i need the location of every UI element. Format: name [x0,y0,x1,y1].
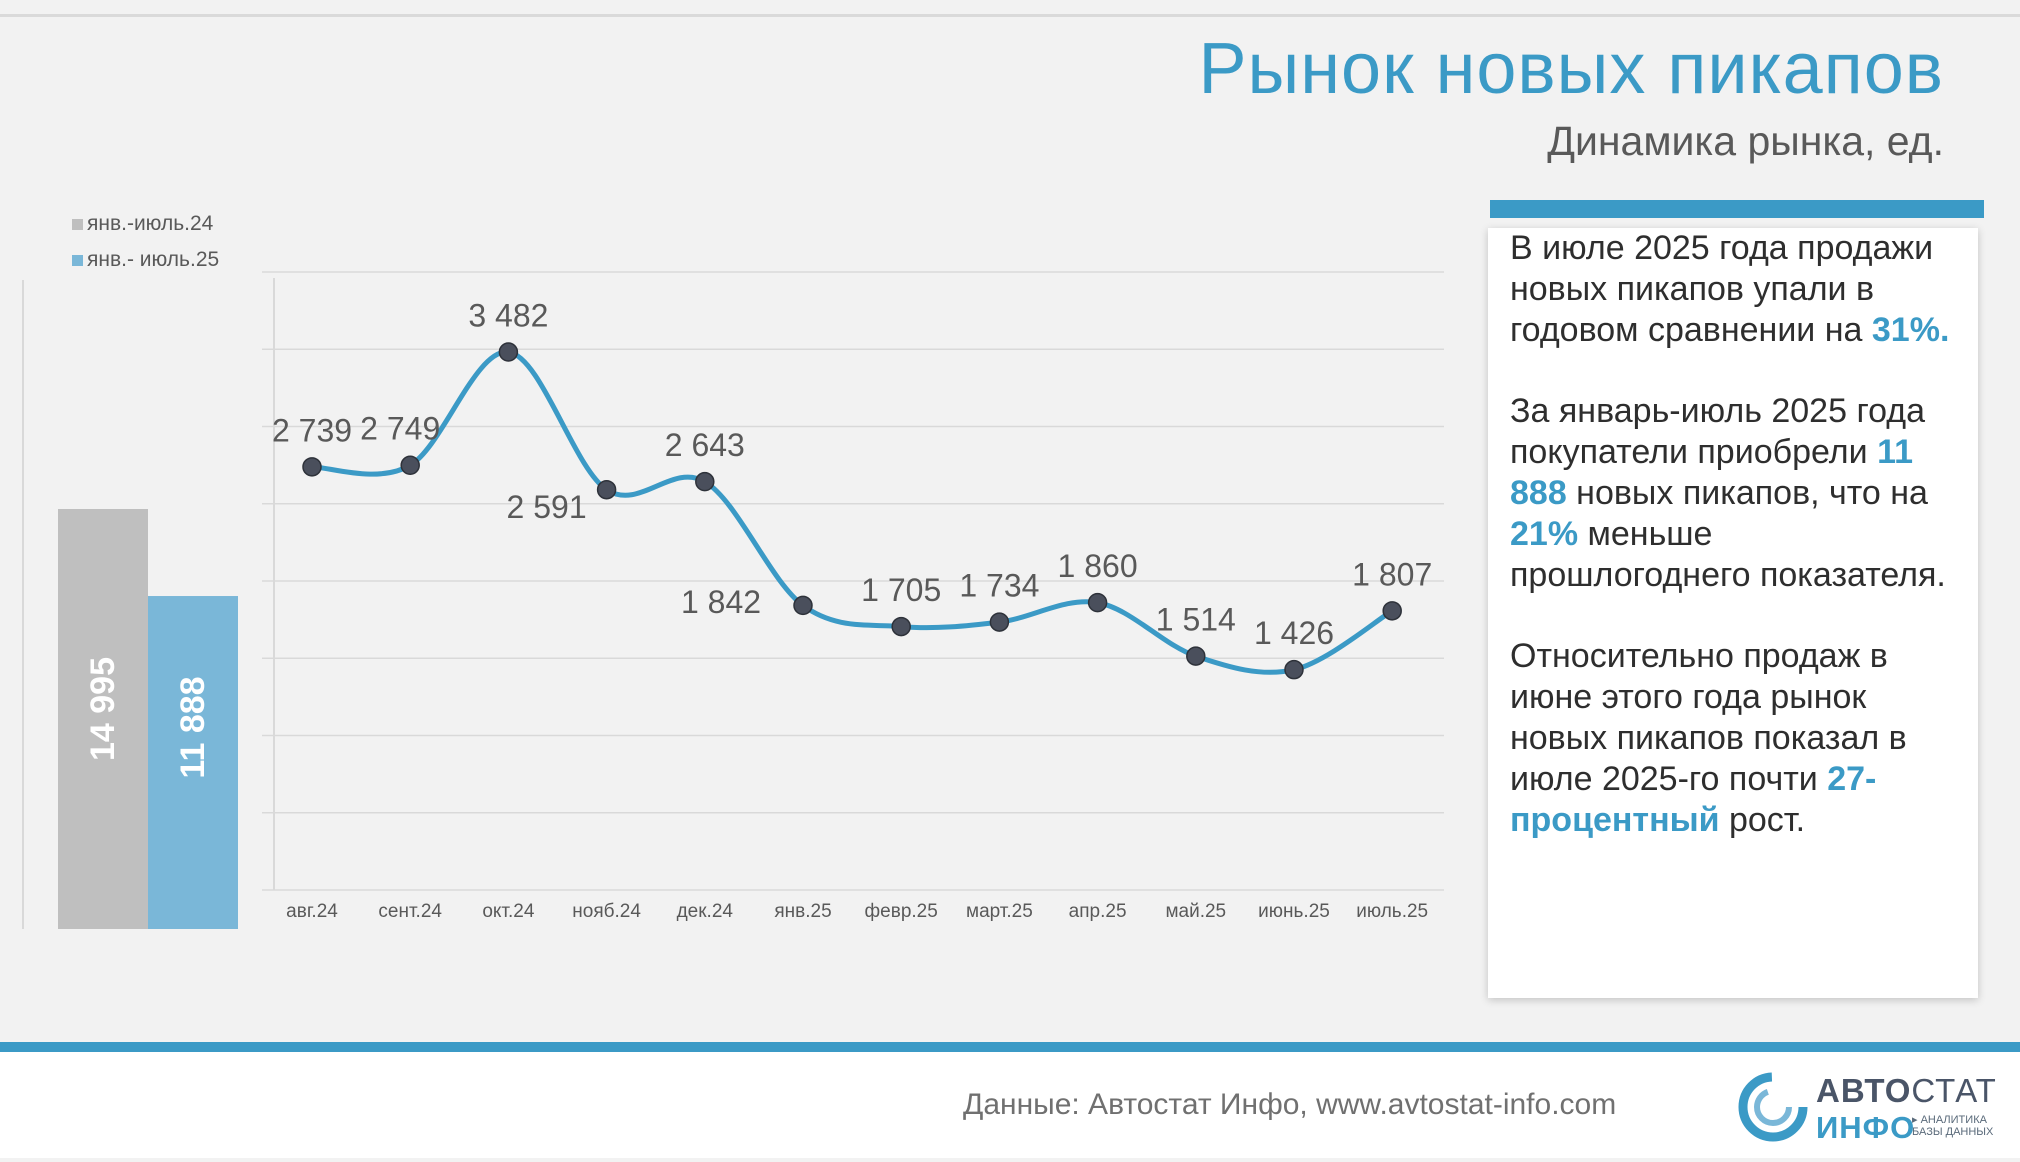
callout-p2-text-a: За январь-июль 2025 года покупатели прио… [1510,392,1926,471]
callout-p2-text-c: меньше прошлогоднего показателя. [1510,515,1946,594]
legend-swatch-2025 [72,254,83,266]
callout-paragraph-3: Относительно продаж в июне этого года ры… [1510,636,1960,841]
avtostat-logo: АВТОСТАТ ИНФО ▸ АНАЛИТИКА БАЗЫ ДАННЫХ [1736,1068,2002,1148]
data-point-11 [1382,601,1402,621]
data-label-3: 2 591 [507,489,587,525]
callout-paragraph-2: За январь-июль 2025 года покупатели прио… [1510,391,1960,596]
data-label-0: 2 739 [272,412,352,448]
data-point-8 [1087,592,1108,613]
logo-mark-icon [1738,1072,1808,1142]
callout-p3-text-b: рост. [1719,801,1806,839]
footer: Данные: Автостат Инфо, www.avtostat-info… [0,1052,2020,1158]
page-title: Рынок новых пикапов [1198,29,1944,109]
logo-tagline-1: ▸ АНАЛИТИКА [1912,1114,1987,1126]
logo-tagline-2: БАЗЫ ДАННЫХ [1912,1126,1994,1138]
data-label-5: 1 842 [681,584,761,620]
bar-0 [58,509,148,929]
data-point-9 [1186,646,1206,666]
data-label-10: 1 426 [1254,615,1334,651]
callout-p2-highlight-1: 11 888 [1510,433,1914,512]
footer-rule [0,1042,2020,1052]
data-point-1 [400,455,420,476]
logo-tagline: ▸ АНАЛИТИКА БАЗЫ ДАННЫХ [1912,1114,1993,1138]
callout-text: В июле 2025 года продажи новых пикапов у… [1510,228,1960,881]
data-label-6: 1 705 [861,572,941,608]
data-label-8: 1 860 [1058,548,1138,584]
data-point-0 [302,457,322,477]
callout-paragraph-1: В июле 2025 года продажи новых пикапов у… [1510,228,1960,351]
data-label-7: 1 734 [959,568,1039,604]
legend-label-2024: янв.-июль.24 [87,212,214,235]
data-point-5 [793,595,813,616]
ytd-bar-chart: 14 995 11 888 [22,280,238,929]
x-tick-label-9: май.25 [1165,901,1226,922]
top-rule [0,14,2020,17]
callout-p3-text-a: Относительно продаж в июне этого года ры… [1510,637,1907,798]
data-label-11: 1 807 [1352,556,1432,592]
logo-word-info: ИНФО [1816,1110,1916,1145]
x-tick-label-11: июль.25 [1356,901,1428,922]
logo-word-avtostat: АВТОСТАТ [1816,1072,1997,1110]
data-point-3 [596,479,617,500]
x-tick-label-5: янв.25 [774,901,831,922]
bar-legend: янв.-июль.24 янв.- июль.25 [72,206,219,278]
x-tick-label-1: сент.24 [378,901,442,922]
data-label-4: 2 643 [665,427,745,463]
x-tick-label-8: апр.25 [1069,901,1127,922]
x-tick-label-2: окт.24 [482,901,535,922]
legend-item-2025: янв.- июль.25 [72,242,219,278]
data-label-9: 1 514 [1156,602,1236,638]
callout-p3-highlight: 27-процентный [1510,760,1877,839]
callout-p1-highlight: 31%. [1871,311,1950,349]
x-tick-label-3: нояб.24 [572,901,641,922]
page-subtitle: Динамика рынка, ед. [1547,118,1944,164]
data-point-6 [891,616,911,637]
x-tick-label-10: июнь.25 [1258,901,1330,922]
data-point-4 [695,471,715,492]
data-label-1: 2 749 [360,411,440,447]
x-tick-label-7: март.25 [966,901,1033,922]
callout-p2-highlight-2: 21% [1510,515,1579,553]
monthly-line-chart: 2 739 2 749 3 482 2 591 2 643 1 842 1 705 1 734… [262,271,1444,922]
callout-accent-bar [1490,200,1984,218]
data-point-10 [1284,659,1304,680]
legend-swatch-2024 [72,218,83,230]
callout-p2-text-b: новых пикапов, что на [1566,474,1928,512]
callout-panel: В июле 2025 года продажи новых пикапов у… [1488,228,1978,998]
bar-value-label-1: 11 888 [174,676,212,778]
legend-item-2024: янв.-июль.24 [72,206,219,242]
callout-p1-text: В июле 2025 года продажи новых пикапов у… [1510,229,1934,349]
x-tick-label-0: авг.24 [286,901,338,922]
data-point-7 [989,612,1010,632]
x-tick-label-4: дек.24 [677,901,734,922]
bar-1 [148,596,238,929]
logo-word-stat: СТАТ [1911,1072,1997,1109]
x-tick-label-6: февр.25 [865,901,938,922]
data-label-2: 3 482 [468,297,548,333]
logo-word-avto: АВТО [1816,1072,1912,1109]
data-point-2 [498,342,519,362]
footer-source: Данные: Автостат Инфо, www.avtostat-info… [963,1088,1617,1121]
bar-value-label-0: 14 995 [84,657,122,761]
legend-label-2025: янв.- июль.25 [87,248,220,271]
